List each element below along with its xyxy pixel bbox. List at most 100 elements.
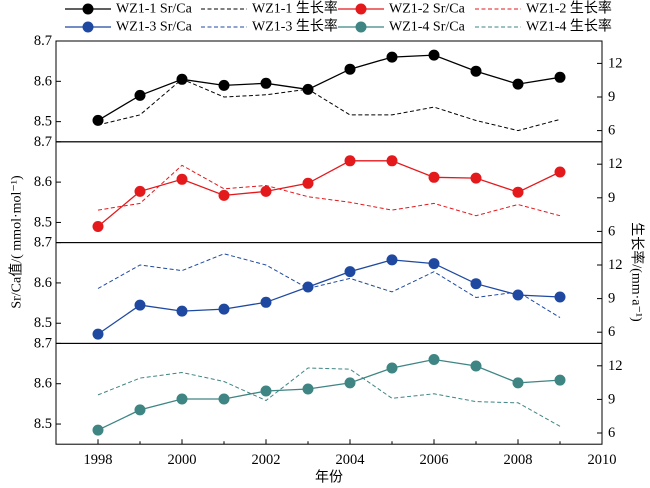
panel-3: 8.5 8.6 8.7 6 9 12 [34, 235, 623, 344]
wz1-4-growth-rate-series [97, 367, 561, 427]
wz1-3-srca-marker-1999 [134, 299, 146, 311]
wz1-4-srca-marker-1999 [134, 404, 146, 416]
legend-label: WZ1-1 生长率 [252, 0, 338, 17]
wz1-1-srca-marker-2000 [176, 73, 188, 85]
wz1-2-growth-rate-line [97, 164, 561, 217]
legend-label: WZ1-2 生长率 [526, 0, 612, 17]
right-axis-tick-label: 9 [608, 190, 615, 206]
wz1-3-srca-marker-2006 [428, 258, 440, 270]
x-axis-tick-label: 1998 [84, 452, 113, 468]
legend-item-wz1-4-growth-rate: WZ1-4 生长率 [475, 18, 612, 35]
wz1-3-srca-marker-2004 [344, 266, 356, 278]
wz1-2-srca-marker-2004 [344, 155, 356, 167]
wz1-2-srca-marker-2005 [386, 155, 398, 167]
wz1-2-srca-line [97, 160, 561, 227]
right-axis-tick-label: 9 [608, 391, 615, 407]
left-axis-tick-label: 8.6 [34, 73, 52, 89]
right-axis-tick-label: 6 [608, 123, 615, 139]
wz1-4-srca-marker-2007 [470, 360, 482, 372]
legend-swatch-marker [355, 3, 367, 15]
wz1-4-srca-marker-1998 [92, 424, 104, 436]
wz1-4-srca-marker-2002 [260, 385, 272, 397]
wz1-4-srca-marker-2001 [218, 393, 230, 405]
wz1-1-srca-marker-2006 [428, 49, 440, 61]
wz1-2-srca-marker-2003 [302, 177, 314, 189]
wz1-1-srca-marker-2009 [554, 71, 566, 83]
legend-swatch-marker [82, 3, 94, 15]
x-axis-tick-label: 2004 [336, 452, 366, 468]
panel-frame [55, 342, 603, 445]
wz1-3-srca-marker-2003 [302, 281, 314, 293]
wz1-1-srca-marker-1999 [134, 89, 146, 101]
legend: WZ1-1 Sr/Ca WZ1-1 生长率 WZ1-2 Sr/Ca WZ1-2 生长率… [65, 0, 612, 35]
wz1-1-srca-marker-2007 [470, 65, 482, 77]
right-axis-tick-label: 6 [608, 223, 615, 239]
wz1-3-srca-series [92, 254, 566, 340]
wz1-4-srca-marker-2009 [554, 374, 566, 386]
wz1-1-srca-marker-2005 [386, 51, 398, 63]
legend-swatch-marker [82, 21, 94, 33]
wz1-1-srca-marker-2001 [218, 79, 230, 91]
left-axis-tick-label: 8.5 [34, 114, 52, 130]
wz1-4-srca-line [97, 358, 561, 431]
legend-item-wz1-2-growth-rate: WZ1-2 生长率 [475, 0, 612, 17]
wz1-3-growth-rate-series [97, 253, 561, 319]
panel-4: 8.5 8.6 8.7 6 9 12 [34, 335, 623, 445]
right-axis-tick-label: 12 [608, 55, 623, 71]
wz1-1-srca-marker-1998 [92, 114, 104, 126]
wz1-4-srca-marker-2004 [344, 377, 356, 389]
wz1-1-srca-series [92, 49, 566, 126]
wz1-2-srca-marker-2002 [260, 185, 272, 197]
x-axis-tick-label: 2002 [252, 452, 281, 468]
wz1-3-srca-marker-2009 [554, 291, 566, 303]
right-axis-tick-label: 6 [608, 324, 615, 340]
wz1-1-growth-rate-line [97, 78, 561, 132]
wz1-4-srca-marker-2005 [386, 362, 398, 374]
wz1-4-srca-marker-2000 [176, 393, 188, 405]
left-y-axis-label: Sr/Ca值/( mmol·mol⁻¹) [9, 175, 25, 309]
left-axis-tick-label: 8.6 [34, 275, 52, 291]
wz1-3-srca-marker-1998 [92, 328, 104, 340]
x-axis-tick-label: 2000 [168, 452, 197, 468]
x-axis: 1998 2000 2002 2004 2006 2008 2010 [55, 439, 617, 468]
wz1-1-srca-line [97, 54, 561, 121]
wz1-3-srca-marker-2005 [386, 254, 398, 266]
left-axis-tick-label: 8.7 [34, 134, 52, 150]
legend-item-wz1-1-srca: WZ1-1 Sr/Ca [65, 2, 193, 17]
wz1-2-srca-marker-2008 [512, 186, 524, 198]
right-axis-tick-label: 9 [608, 89, 615, 105]
wz1-2-srca-marker-2001 [218, 189, 230, 201]
wz1-1-srca-marker-2002 [260, 77, 272, 89]
legend-swatch-marker [355, 21, 367, 33]
legend-item-wz1-1-growth-rate: WZ1-1 生长率 [201, 0, 338, 17]
wz1-1-srca-marker-2008 [512, 78, 524, 90]
wz1-2-srca-marker-1998 [92, 221, 104, 232]
wz1-3-srca-marker-2000 [176, 305, 188, 317]
wz1-2-srca-series [92, 155, 566, 232]
left-axis-tick-label: 8.6 [34, 376, 52, 392]
left-axis-tick-label: 8.7 [34, 335, 52, 351]
legend-item-wz1-3-srca: WZ1-3 Sr/Ca [65, 20, 193, 35]
legend-label: WZ1-1 Sr/Ca [116, 2, 193, 17]
wz1-3-srca-marker-2001 [218, 303, 230, 315]
wz1-2-growth-rate-series [97, 164, 561, 217]
wz1-3-srca-line [97, 259, 561, 335]
right-axis-tick-label: 12 [608, 156, 623, 172]
wz1-2-srca-marker-2000 [176, 173, 188, 185]
wz1-1-srca-marker-2003 [302, 83, 314, 95]
right-axis-tick-label: 9 [608, 291, 615, 307]
panel-2: 8.5 8.6 8.7 6 9 12 [34, 134, 623, 244]
wz1-4-srca-series [92, 354, 566, 436]
legend-label: WZ1-4 Sr/Ca [389, 20, 466, 35]
right-axis-tick-label: 6 [608, 425, 615, 441]
legend-label: WZ1-3 生长率 [252, 18, 338, 35]
legend-label: WZ1-4 生长率 [526, 18, 612, 35]
wz1-2-srca-marker-2009 [554, 166, 566, 178]
right-axis-tick-label: 12 [608, 257, 623, 273]
wz1-3-srca-marker-2008 [512, 289, 524, 301]
left-axis-tick-label: 8.7 [34, 235, 52, 251]
right-y-axis-label: 生长率/(mm·a⁻¹) [629, 222, 646, 322]
left-axis-tick-label: 8.7 [34, 33, 52, 49]
